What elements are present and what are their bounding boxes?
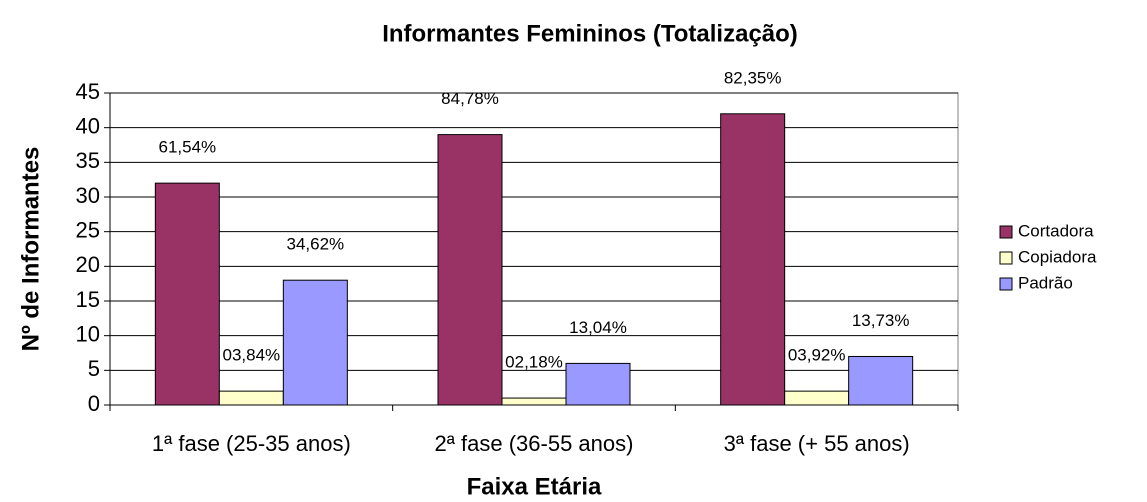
- value-label: 03,84%: [222, 346, 280, 365]
- y-axis-label: Nº de Informantes: [17, 147, 44, 352]
- bar: [501, 397, 567, 406]
- y-tick-label: 30: [76, 183, 100, 208]
- bar: [154, 182, 220, 406]
- y-tick-label: 40: [76, 113, 100, 138]
- value-label: 13,73%: [852, 311, 910, 330]
- x-tick-label: 3ª fase (+ 55 anos): [724, 431, 910, 456]
- bar: [437, 134, 503, 406]
- x-tick-label: 2ª fase (36-55 anos): [435, 431, 634, 456]
- value-label: 61,54%: [158, 138, 216, 157]
- y-tick-label: 10: [76, 321, 100, 346]
- bar: [784, 390, 850, 406]
- y-tick-label: 35: [76, 148, 100, 173]
- value-label: 84,78%: [441, 89, 499, 108]
- bar: [848, 355, 914, 406]
- value-label: 82,35%: [724, 68, 782, 87]
- legend-label: Padrão: [1018, 273, 1073, 292]
- value-label: 34,62%: [286, 235, 344, 254]
- y-tick-label: 0: [88, 391, 100, 416]
- x-axis-label: Faixa Etária: [467, 473, 602, 500]
- bar: [282, 279, 348, 406]
- bar: [565, 362, 631, 406]
- bar: [218, 390, 284, 406]
- bar: [720, 113, 786, 406]
- legend-swatch: [999, 277, 1013, 291]
- y-tick-label: 15: [76, 287, 100, 312]
- legend-label: Copiadora: [1018, 247, 1097, 266]
- value-label: 03,92%: [788, 346, 846, 365]
- plot-area: [109, 92, 959, 406]
- value-label: 02,18%: [505, 353, 563, 372]
- legend-swatch: [999, 225, 1013, 239]
- y-tick-label: 45: [76, 79, 100, 104]
- y-tick-label: 25: [76, 217, 100, 242]
- x-tick-label: 1ª fase (25-35 anos): [152, 431, 351, 456]
- value-label: 13,04%: [569, 318, 627, 337]
- legend-label: Cortadora: [1018, 221, 1094, 240]
- legend-swatch: [999, 251, 1013, 265]
- y-tick-label: 20: [76, 252, 100, 277]
- y-tick-label: 5: [88, 356, 100, 381]
- chart-title: Informantes Femininos (Totalização): [382, 20, 798, 47]
